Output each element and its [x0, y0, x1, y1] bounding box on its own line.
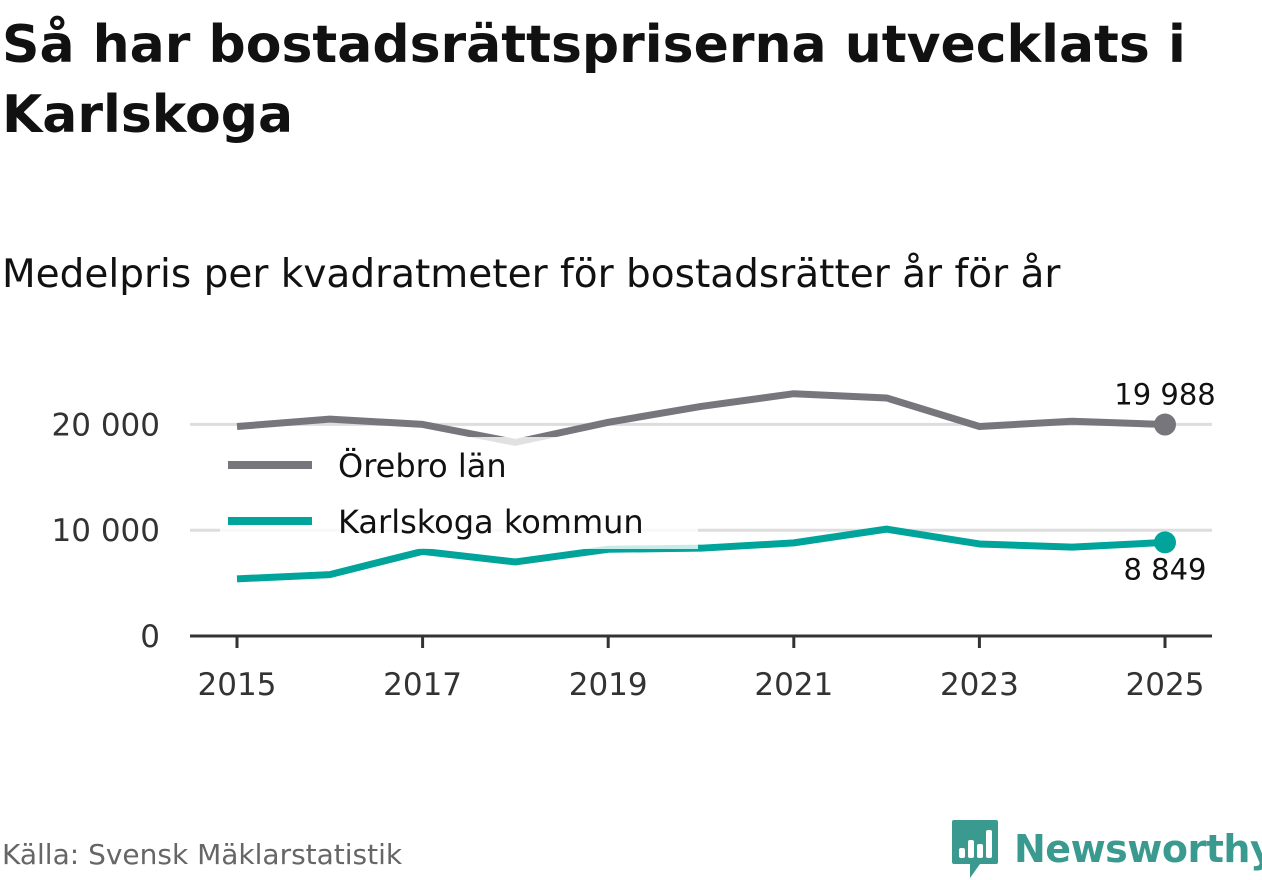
- x-tick-label: 2019: [569, 667, 648, 703]
- legend-label-0: Örebro län: [338, 447, 507, 485]
- line-chart: 0 10 000 20 000 2015 2017 2019 2021 2023 2025 Öre…: [52, 378, 1216, 703]
- x-tick-label: 2017: [383, 667, 462, 703]
- chart-title: Så har bostadsrättspriserna utvecklats i…: [2, 15, 1186, 145]
- legend-label-1: Karlskoga kommun: [338, 503, 644, 541]
- chart-subtitle: Medelpris per kvadratmeter för bostadsrä…: [2, 252, 1061, 297]
- y-tick-label: 0: [140, 619, 160, 655]
- x-tick-label: 2021: [754, 667, 833, 703]
- source-note: Källa: Svensk Mäklarstatistik: [2, 838, 403, 871]
- end-value-label-0: 19 988: [1114, 378, 1215, 412]
- x-tick-label: 2023: [940, 667, 1019, 703]
- end-point-marker-0: [1154, 413, 1176, 436]
- end-point-marker-1: [1154, 531, 1176, 554]
- x-tick-label: 2015: [198, 667, 277, 703]
- brand-logo: Newsworthy: [950, 818, 1262, 880]
- y-tick-label: 20 000: [52, 407, 160, 443]
- legend-background: [220, 437, 698, 549]
- bar-chart-speech-bubble-icon: [952, 820, 998, 878]
- series-line-0: [236, 390, 1166, 446]
- series-line-1: [236, 525, 1166, 583]
- brand-name: Newsworthy: [1014, 827, 1262, 871]
- x-tick-label: 2025: [1126, 667, 1205, 703]
- y-tick-label: 10 000: [52, 513, 160, 549]
- end-value-label-1: 8 849: [1123, 552, 1206, 586]
